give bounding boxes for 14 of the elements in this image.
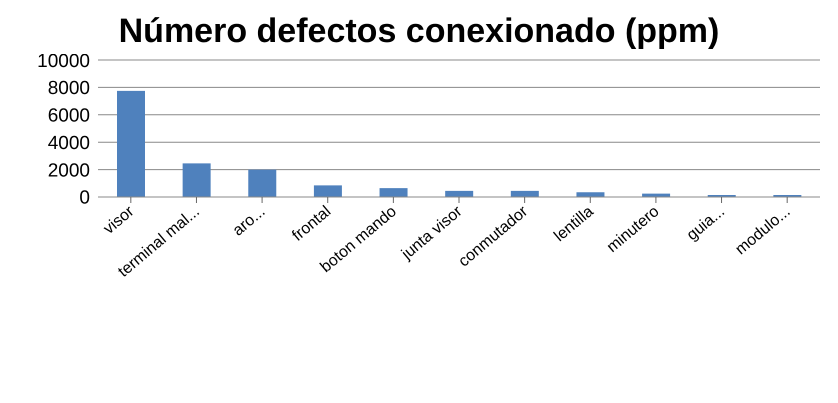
bar [314, 185, 342, 197]
y-tick-label: 4000 [48, 132, 90, 154]
bar [380, 188, 408, 197]
chart-title: Número defectos conexionado (ppm) [118, 11, 720, 52]
y-tick-label: 6000 [48, 106, 90, 127]
bar [182, 163, 211, 197]
x-tick-label: visor [100, 202, 138, 238]
y-tick-label: 0 [79, 188, 90, 209]
bar [248, 170, 276, 197]
x-tick-label: aro... [230, 203, 269, 240]
bar [576, 192, 604, 197]
bar [117, 90, 145, 197]
y-tick-label: 8000 [48, 78, 90, 100]
y-tick-label: 2000 [48, 160, 90, 182]
